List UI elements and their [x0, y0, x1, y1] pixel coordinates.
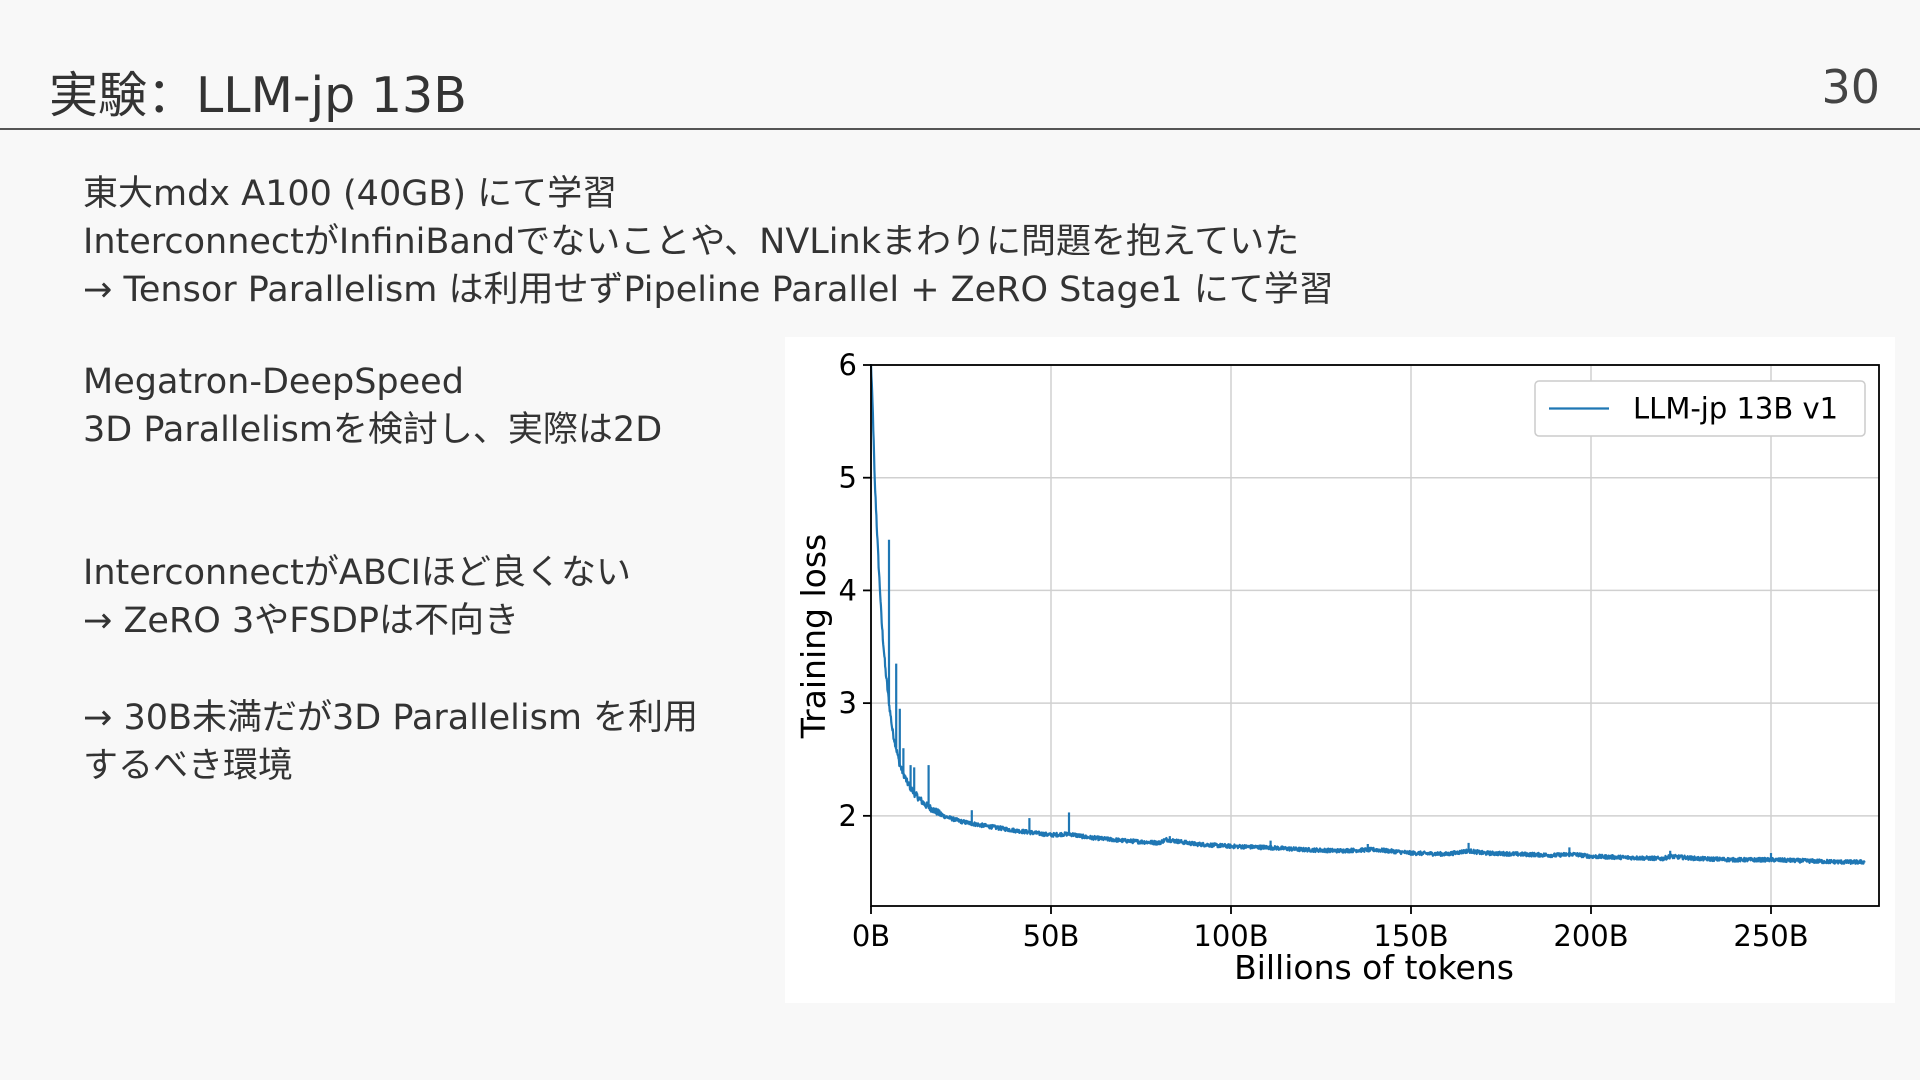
- x-tick-label: 200B: [1553, 919, 1628, 953]
- y-tick-label: 5: [839, 461, 857, 495]
- x-tick-label: 100B: [1193, 919, 1268, 953]
- text-line: → Tensor Parallelism は利用せずPipeline Paral…: [83, 270, 1334, 310]
- y-tick-label: 6: [839, 348, 857, 382]
- legend-label: LLM-jp 13B v1: [1633, 392, 1838, 426]
- text-line: InterconnectがInfiniBandでないことや、NVLinkまわりに…: [83, 222, 1300, 262]
- text-line: Megatron-DeepSpeed: [83, 362, 464, 402]
- text-line: → ZeRO 3やFSDPは不向き: [83, 601, 520, 641]
- training-loss-chart: 0B 50B 100B 150B 200B 250B 2 3 4 5 6 LLM-jp 13B v1…: [794, 348, 1880, 987]
- y-tick-label: 2: [839, 799, 857, 833]
- y-tick-label: 3: [839, 686, 857, 720]
- text-line: → 30B未満だが3D Parallelism を利用: [83, 698, 699, 738]
- text-line: するべき環境: [83, 746, 294, 786]
- text-line: 3D Parallelismを検討し、実際は2D: [83, 410, 663, 450]
- x-tick-label: 0B: [852, 919, 890, 953]
- y-axis-label: Training loss: [794, 534, 833, 739]
- series-line-llm-jp-13b-v1: [869, 363, 1866, 865]
- slide-title: 実験：LLM-jp 13B: [49, 67, 467, 124]
- title-divider: [0, 128, 1920, 130]
- x-axis-label: Billions of tokens: [1234, 948, 1514, 987]
- axes: 0B 50B 100B 150B 200B 250B 2 3 4 5 6: [839, 348, 1880, 953]
- text-block-interconnect: InterconnectがABCIほど良くない → ZeRO 3やFSDPは不向…: [83, 549, 631, 645]
- text-block-hardware: 東大mdx A100 (40GB) にて学習 InterconnectがInfi…: [83, 170, 1334, 314]
- page-number: 30: [1821, 60, 1880, 114]
- legend: LLM-jp 13B v1: [1534, 380, 1866, 437]
- series-layer: [869, 363, 1866, 865]
- chart-panel: 0B 50B 100B 150B 200B 250B 2 3 4 5 6 LLM-jp 13B v1…: [785, 337, 1895, 1003]
- legend-box: [1534, 380, 1866, 437]
- grid: [870, 364, 1879, 906]
- x-tick-label: 250B: [1733, 919, 1808, 953]
- text-line: InterconnectがABCIほど良くない: [83, 553, 632, 593]
- text-block-conclusion: → 30B未満だが3D Parallelism を利用 するべき環境: [83, 694, 698, 790]
- plot-frame: [870, 364, 1880, 907]
- y-tick-label: 4: [839, 573, 857, 607]
- text-block-framework: Megatron-DeepSpeed 3D Parallelismを検討し、実際…: [83, 358, 662, 454]
- x-tick-label: 50B: [1023, 919, 1080, 953]
- x-tick-label: 150B: [1373, 919, 1448, 953]
- text-line: 東大mdx A100 (40GB) にて学習: [83, 174, 618, 214]
